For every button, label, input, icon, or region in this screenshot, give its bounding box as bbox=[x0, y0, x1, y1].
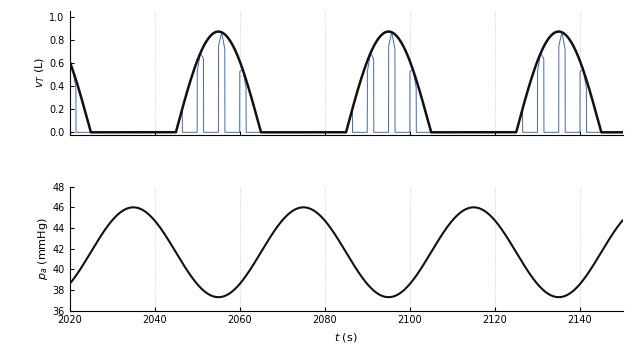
Y-axis label: $v_T$ (L): $v_T$ (L) bbox=[33, 57, 47, 88]
Y-axis label: $p_a$ (mmHg): $p_a$ (mmHg) bbox=[35, 217, 49, 280]
X-axis label: $t$ (s): $t$ (s) bbox=[334, 331, 358, 344]
